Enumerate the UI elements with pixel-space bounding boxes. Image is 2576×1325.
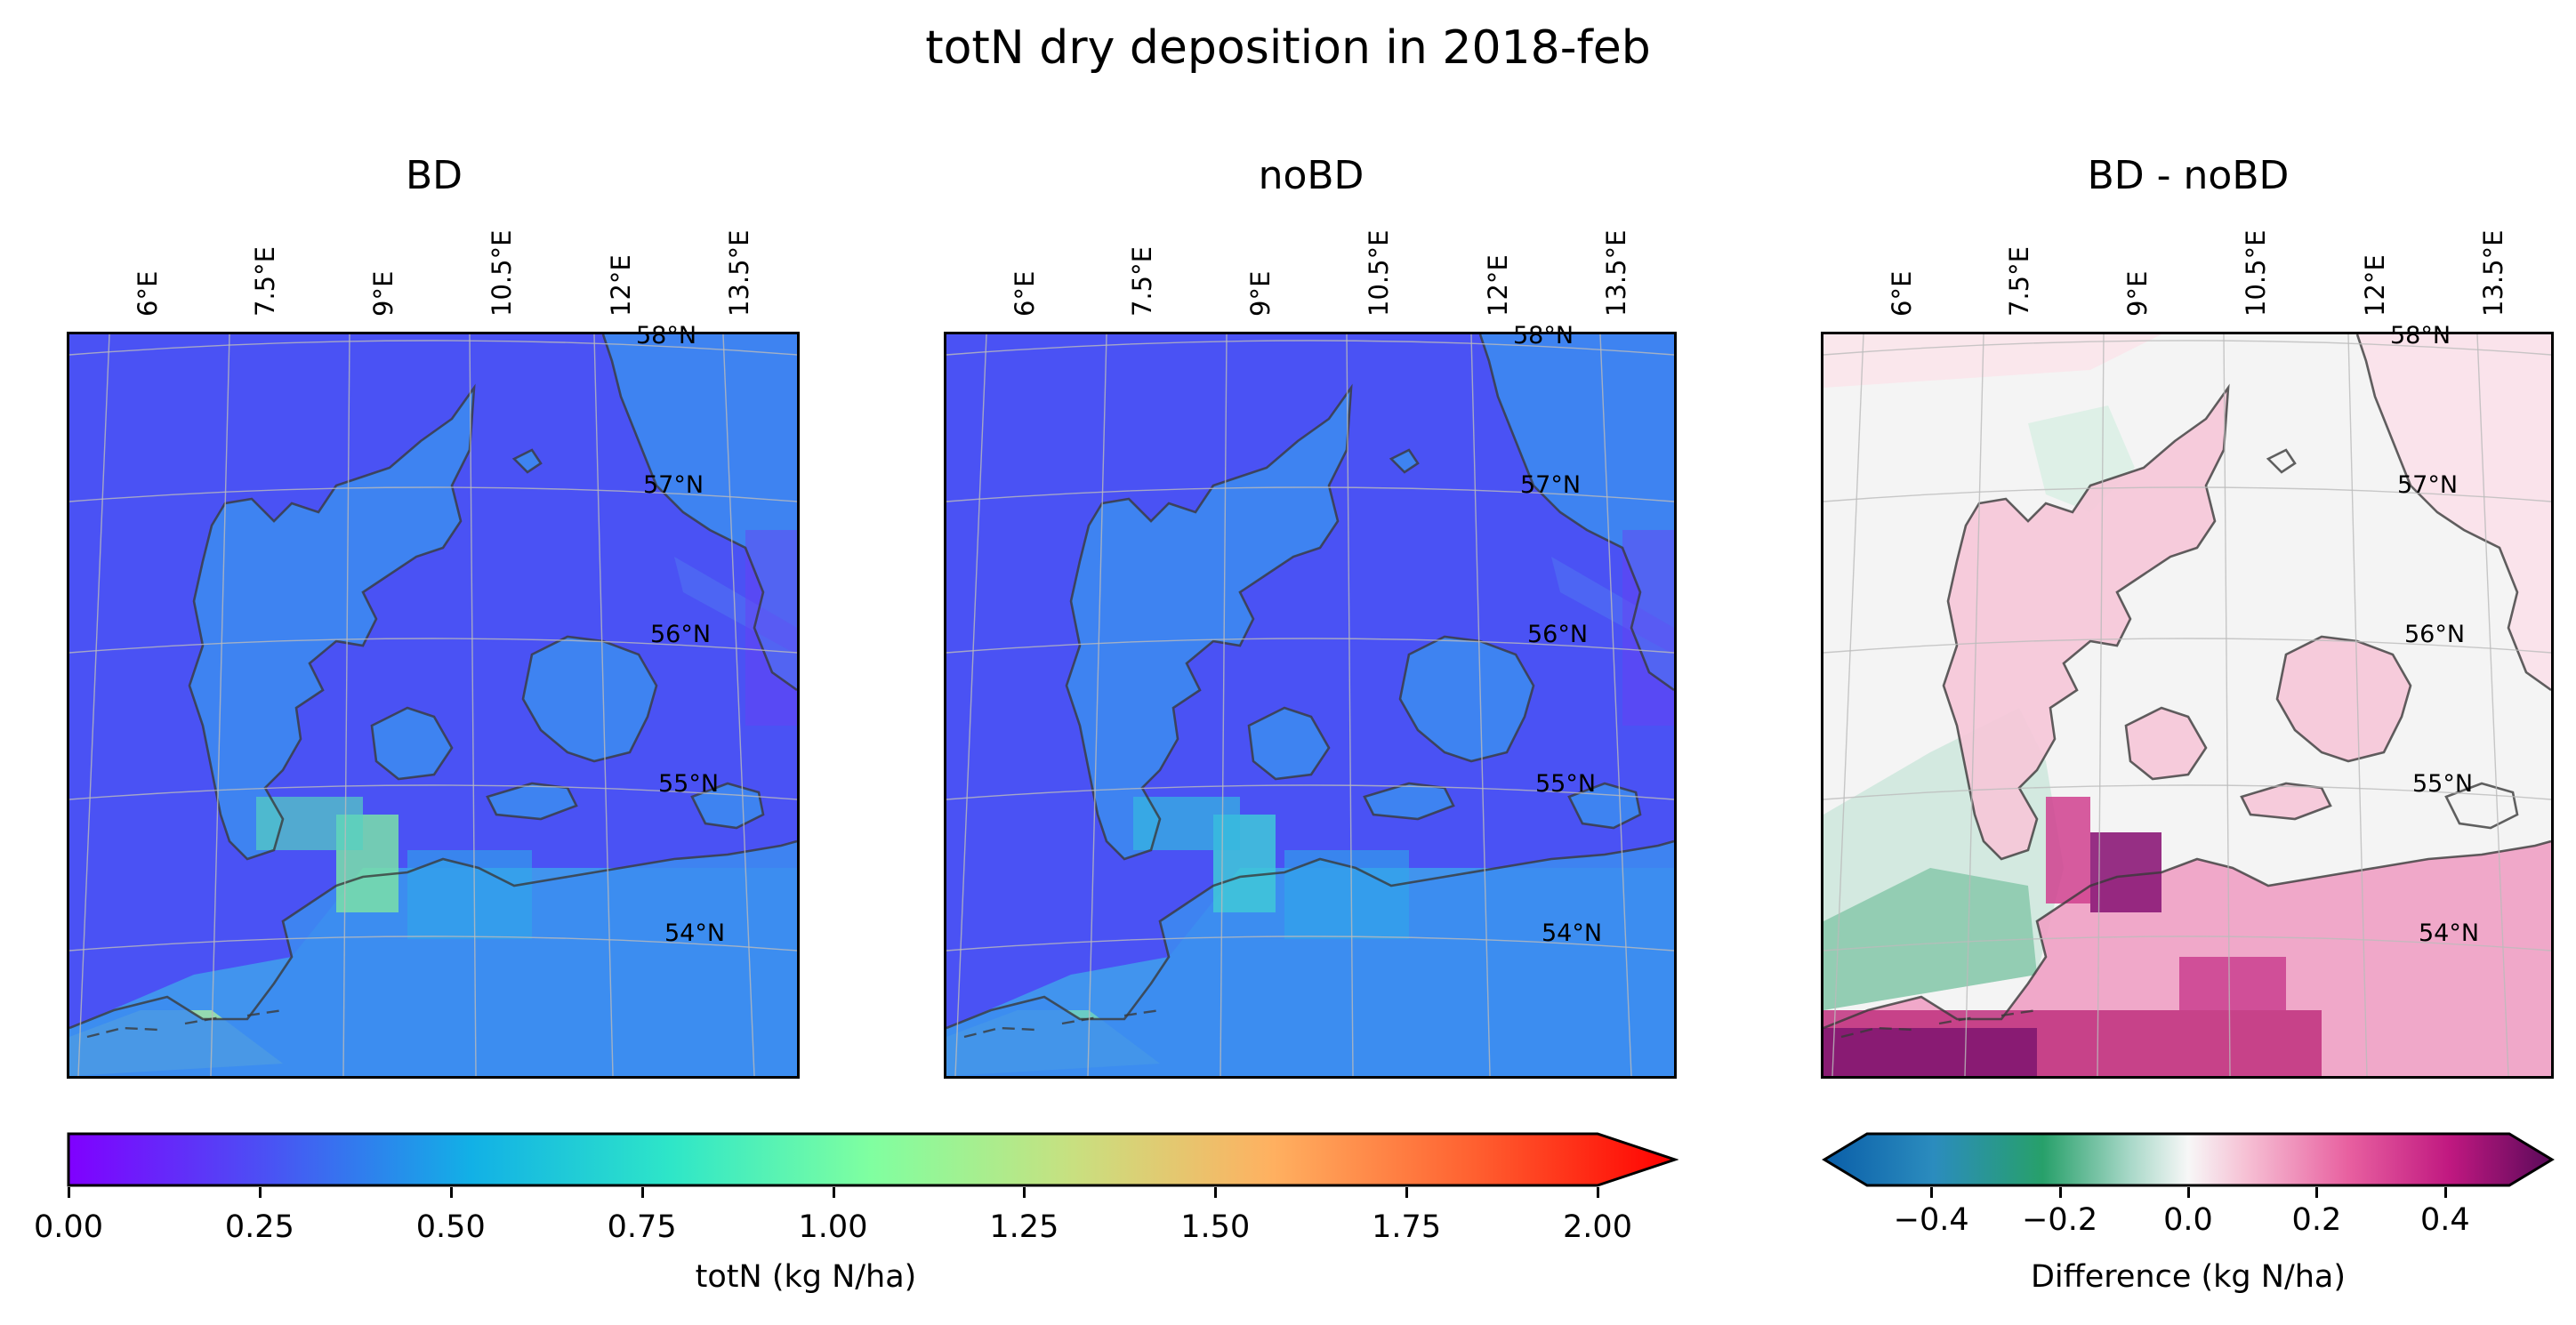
lon-label: 10.5°E [1364,229,1394,317]
colorbar-difference-tick-mark [1930,1187,1934,1198]
lat-label: 54°N [2419,919,2480,947]
lon-label: 9°E [2122,270,2153,317]
colorbar-totn-label: totN (kg N/ha) [695,1259,917,1295]
colorbar-difference-tick-label: 0.2 [2291,1202,2342,1238]
map-canvas [1823,334,2551,1076]
lon-label: 6°E [133,270,163,317]
lat-label: 56°N [650,621,712,648]
colorbar-totn-tick-label: 1.75 [1372,1209,1442,1245]
colorbar-difference-tick-mark [2443,1187,2447,1198]
lat-label: 58°N [1513,322,1574,349]
lon-label: 12°E [606,254,636,317]
lon-label: 13.5°E [724,229,754,317]
colorbar-totn-tick-label: 1.50 [1180,1209,1251,1245]
map-difference [1821,332,2554,1079]
colorbar-difference-tick-label: 0.4 [2419,1202,2470,1238]
colorbar-difference-tick-label: −0.2 [2022,1202,2098,1238]
lat-label: 54°N [1542,919,1603,947]
lon-label: 12°E [2360,254,2390,317]
lat-label: 56°N [2404,621,2466,648]
lon-label: 7.5°E [2004,246,2034,317]
lon-label: 10.5°E [2241,229,2271,317]
lat-label: 54°N [664,919,726,947]
colorbar-difference-tick-mark [2187,1187,2190,1198]
panel-title-nobd: noBD [1258,153,1364,198]
colorbar-difference-tick-mark [2315,1187,2319,1198]
colorbar-totn-tick-mark [832,1187,835,1198]
colorbar-totn-tick-mark [449,1187,453,1198]
colorbar-difference-tick-label: 0.0 [2163,1202,2213,1238]
colorbar-totn-tick-mark [68,1187,70,1198]
map-nobd [944,332,1677,1079]
lat-label: 57°N [2397,471,2459,499]
lat-label: 58°N [2390,322,2451,349]
map-canvas [946,334,1674,1076]
lon-label: 9°E [1245,270,1276,317]
colorbar-totn-tick-label: 2.00 [1563,1209,1632,1245]
lon-label: 7.5°E [1127,246,1157,317]
lat-label: 56°N [1527,621,1589,648]
colorbar-difference [1821,1132,2556,1187]
lon-label: 9°E [368,270,398,317]
colorbar-totn-tick-label: 0.50 [415,1209,486,1245]
lon-label: 6°E [1887,270,1917,317]
lon-label: 10.5°E [487,229,517,317]
colorbar-totn [67,1132,1678,1187]
colorbar-totn-tick-mark [1214,1187,1218,1198]
colorbar-totn-tick-mark [640,1187,644,1198]
colorbar-difference-label: Difference (kg N/ha) [2030,1259,2347,1295]
colorbar-totn-tick-label: 0.25 [224,1209,294,1245]
panel-title-diff: BD - noBD [2087,153,2290,198]
lat-label: 55°N [1535,770,1597,798]
colorbar-difference-tick-label: −0.4 [1893,1202,1969,1238]
colorbar-difference-tick-mark [2058,1187,2062,1198]
lon-label: 6°E [1010,270,1040,317]
lon-label: 13.5°E [1601,229,1631,317]
colorbar-totn-tick-label: 0.00 [34,1209,103,1245]
colorbar-totn-tick-label: 1.25 [989,1209,1059,1245]
lat-label: 57°N [643,471,704,499]
lat-label: 55°N [2412,770,2474,798]
lon-label: 13.5°E [2478,229,2508,317]
colorbar-totn-tick-label: 1.00 [798,1209,868,1245]
colorbar-totn-tick-mark [1597,1187,1599,1198]
colorbar-totn-tick-mark [258,1187,262,1198]
lat-label: 55°N [658,770,720,798]
map-bd [67,332,800,1079]
lon-label: 7.5°E [250,246,280,317]
colorbar-totn-tick-mark [1405,1187,1409,1198]
lat-label: 58°N [636,322,697,349]
colorbar-totn-tick-label: 0.75 [607,1209,677,1245]
figure-title: totN dry deposition in 2018-feb [925,21,1651,75]
lon-label: 12°E [1483,254,1513,317]
map-canvas [69,334,797,1076]
colorbar-totn-tick-mark [1023,1187,1026,1198]
lat-label: 57°N [1520,471,1582,499]
panel-title-bd: BD [405,153,463,198]
